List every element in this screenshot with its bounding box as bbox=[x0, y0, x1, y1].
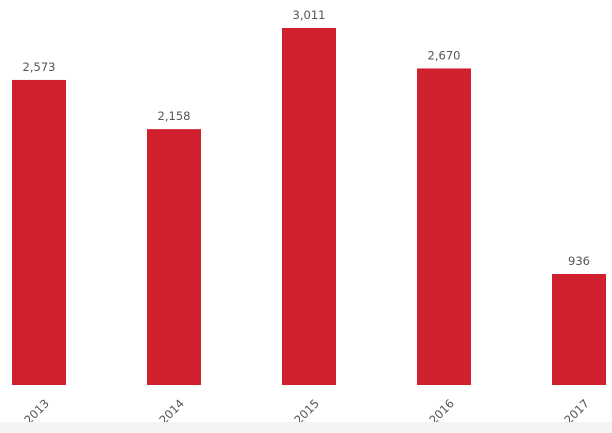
value-label-2013: 2,573 bbox=[23, 60, 56, 74]
value-label-2017: 936 bbox=[568, 254, 590, 268]
bar-2013 bbox=[12, 79, 66, 386]
bar-2015 bbox=[282, 28, 336, 385]
bottom-band bbox=[0, 422, 612, 433]
bar-2014 bbox=[147, 129, 201, 385]
value-labels-layer: 2,573 2,158 3,011 2,670 936 bbox=[23, 8, 590, 268]
bar-2016 bbox=[417, 68, 471, 385]
value-label-2014: 2,158 bbox=[158, 109, 191, 123]
bars-layer bbox=[12, 28, 606, 386]
value-label-2015: 3,011 bbox=[293, 8, 326, 22]
bar-2017 bbox=[552, 274, 606, 385]
value-label-2016: 2,670 bbox=[428, 48, 461, 62]
